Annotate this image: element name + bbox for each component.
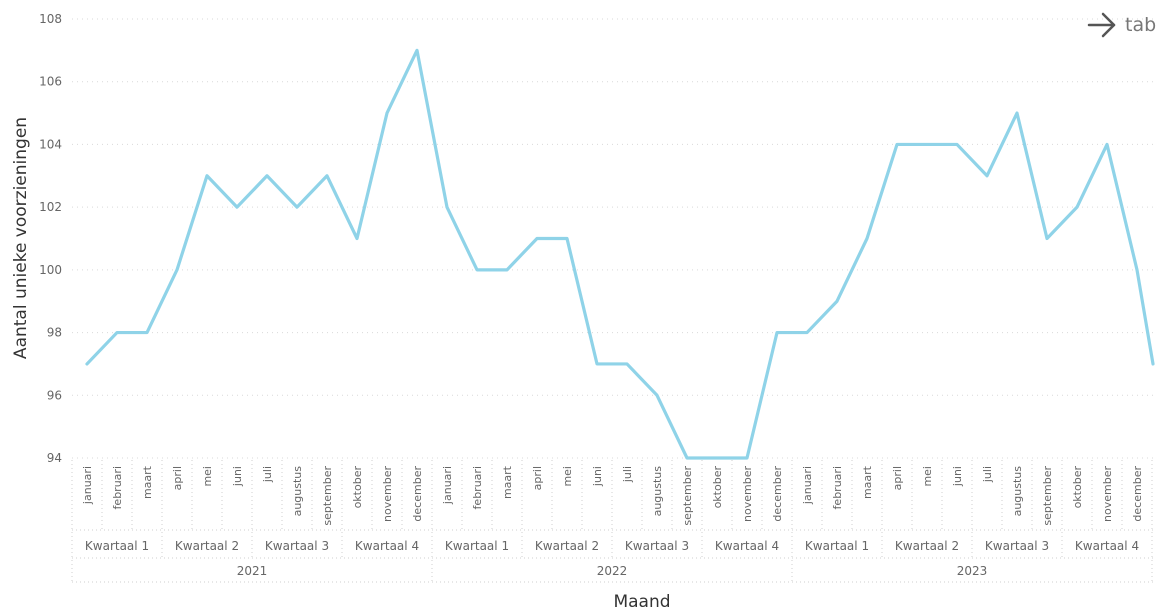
- x-tick-month: oktober: [711, 466, 724, 509]
- x-tick-quarter: Kwartaal 1: [85, 539, 149, 553]
- x-tick-month: oktober: [351, 466, 364, 509]
- x-tick-quarter: Kwartaal 2: [895, 539, 959, 553]
- y-tick-label: 104: [39, 137, 62, 151]
- x-tick-month: februari: [111, 466, 124, 509]
- x-tick-quarter: Kwartaal 4: [715, 539, 779, 553]
- x-tick-month: juni: [951, 466, 964, 487]
- x-tick-month: mei: [201, 466, 214, 487]
- x-tick-month: april: [891, 466, 904, 490]
- x-tick-month: mei: [921, 466, 934, 487]
- x-tick-month: september: [1041, 466, 1054, 526]
- y-tick-label: 102: [39, 200, 62, 214]
- x-tick-quarter: Kwartaal 3: [985, 539, 1049, 553]
- x-tick-quarter: Kwartaal 2: [535, 539, 599, 553]
- x-tick-month: juni: [591, 466, 604, 487]
- x-tick-month: december: [1131, 466, 1144, 522]
- y-tick-label: 100: [39, 263, 62, 277]
- x-tick-quarter: Kwartaal 4: [1075, 539, 1139, 553]
- x-axis-labels: januari februari maart april mei juni juli augu…: [81, 465, 1144, 578]
- x-tick-month: januari: [81, 466, 94, 505]
- y-tick-label: 108: [39, 12, 62, 26]
- y-axis-ticks: 94 96 98 100 102 104 106 108: [39, 12, 62, 465]
- x-tick-quarter: Kwartaal 2: [175, 539, 239, 553]
- x-tick-month: april: [531, 466, 544, 490]
- y-tick-label: 98: [47, 326, 62, 340]
- x-tick-month: september: [321, 466, 334, 526]
- x-tick-month: januari: [441, 466, 454, 505]
- x-tick-quarter: Kwartaal 1: [805, 539, 869, 553]
- x-tick-month: juni: [231, 466, 244, 487]
- x-tick-month: februari: [471, 466, 484, 509]
- x-tick-month: augustus: [1011, 466, 1024, 517]
- x-tick-month: november: [381, 466, 394, 522]
- x-tick-quarter: Kwartaal 3: [625, 539, 689, 553]
- y-axis-title: Aantal unieke voorzieningen: [11, 117, 31, 359]
- x-tick-month: november: [1101, 466, 1114, 522]
- x-tick-month: september: [681, 466, 694, 526]
- x-tick-month: januari: [801, 466, 814, 505]
- y-tick-label: 94: [47, 451, 62, 465]
- x-tick-month: maart: [501, 465, 514, 499]
- x-tick-month: december: [771, 466, 784, 522]
- series-line-path: [85, 48, 1155, 460]
- x-tick-quarter: Kwartaal 4: [355, 539, 419, 553]
- x-tick-month: mei: [561, 466, 574, 487]
- x-tick-month: maart: [141, 465, 154, 499]
- y-tick-label: 96: [47, 388, 62, 402]
- gridlines: [72, 18, 1153, 459]
- x-tick-month: december: [411, 466, 424, 522]
- arrow-right-icon: [1087, 12, 1116, 38]
- x-tick-month: november: [741, 466, 754, 522]
- x-tick-year: 2022: [597, 564, 628, 578]
- x-tick-year: 2023: [957, 564, 988, 578]
- y-tick-label: 106: [39, 75, 62, 89]
- x-axis-title: Maand: [613, 592, 670, 610]
- x-tick-month: maart: [861, 465, 874, 499]
- x-tick-month: augustus: [291, 466, 304, 517]
- x-tick-month: april: [171, 466, 184, 490]
- x-axis-separators: [71, 460, 1153, 583]
- nav-label: tab: [1125, 14, 1157, 36]
- x-tick-quarter: Kwartaal 3: [265, 539, 329, 553]
- x-tick-year: 2021: [237, 564, 268, 578]
- x-tick-month: juli: [981, 466, 994, 483]
- x-tick-month: augustus: [651, 466, 664, 517]
- x-tick-month: oktober: [1071, 466, 1084, 509]
- x-tick-month: februari: [831, 466, 844, 509]
- x-tick-month: juli: [621, 466, 634, 483]
- x-tick-month: juli: [261, 466, 274, 483]
- navigate-button[interactable]: tab: [1087, 10, 1156, 40]
- x-tick-quarter: Kwartaal 1: [445, 539, 509, 553]
- series-line: [85, 48, 1155, 460]
